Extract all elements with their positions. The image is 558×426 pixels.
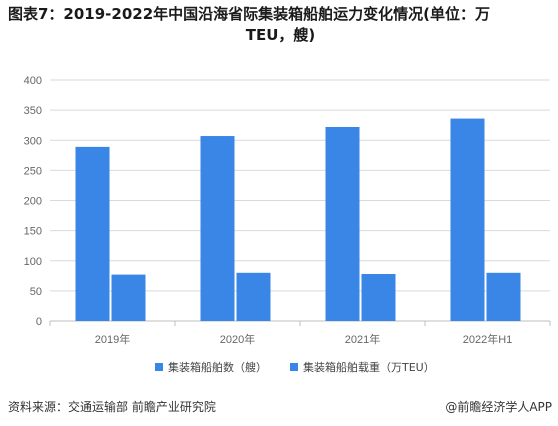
x-tick-label: 2022年H1 (463, 332, 513, 346)
x-tick-label: 2019年 (95, 332, 130, 346)
bar-capacity-0 (111, 274, 146, 321)
bars (75, 118, 521, 322)
footer: 资料来源：交通运输部 前瞻产业研究院 @前瞻经济学人APP (8, 398, 552, 415)
y-tick-label: 400 (24, 75, 42, 87)
legend: 集装箱船舶数（艘） 集装箱船舶载重（万TEU） (155, 360, 435, 374)
legend-label: 集装箱船舶数（艘） (168, 360, 267, 374)
chart-title-line2: TEU，艘) (245, 26, 316, 44)
chart-title: 图表7：2019-2022年中国沿海省际集装箱船舶运力变化情况(单位：万 TEU… (8, 4, 553, 46)
source-text: 资料来源：交通运输部 前瞻产业研究院 (8, 400, 216, 414)
x-tick-label: 2021年 (345, 332, 380, 346)
bar-capacity-1 (236, 272, 271, 321)
x-tick-label: 2020年 (220, 332, 255, 346)
chart-title-line1: 图表7：2019-2022年中国沿海省际集装箱船舶运力变化情况(单位：万 (8, 5, 491, 23)
y-tick-label: 250 (24, 165, 42, 177)
y-tick-label: 100 (24, 256, 42, 268)
legend-swatch (155, 363, 163, 371)
y-tick-label: 200 (24, 196, 42, 208)
y-axis-ticks: 0 50 100 150 200 250 300 350 400 (24, 75, 42, 328)
legend-label: 集装箱船舶载重（万TEU） (303, 360, 435, 374)
bar-vessel-count-3 (450, 118, 485, 321)
y-tick-label: 350 (24, 105, 42, 117)
y-tick-label: 150 (24, 226, 42, 238)
bar-capacity-3 (486, 272, 521, 321)
y-tick-label: 300 (24, 135, 42, 147)
x-axis-ticks: 2019年 2020年 2021年 2022年H1 (49, 321, 551, 346)
bar-vessel-count-0 (75, 146, 110, 321)
credit-text: @前瞻经济学人APP (445, 400, 552, 414)
bar-vessel-count-1 (200, 136, 235, 321)
y-tick-label: 0 (36, 316, 42, 328)
legend-swatch (290, 363, 298, 371)
bar-vessel-count-2 (325, 126, 360, 322)
bar-capacity-2 (361, 274, 396, 321)
y-tick-label: 50 (30, 286, 42, 298)
